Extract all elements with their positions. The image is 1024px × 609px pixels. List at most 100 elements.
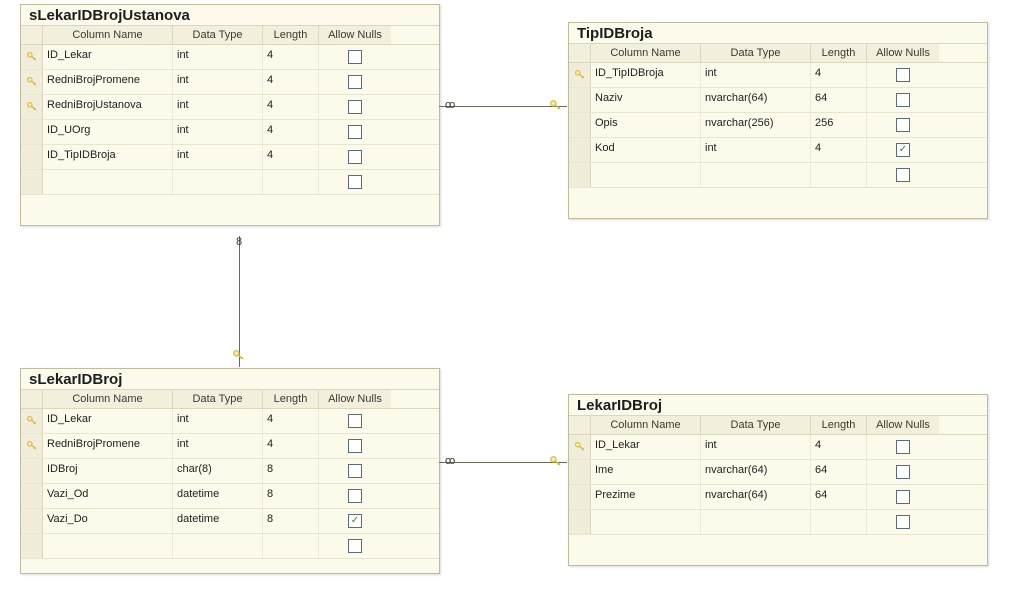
table-title: sLekarIDBroj bbox=[21, 369, 439, 390]
allow-nulls-checkbox[interactable] bbox=[896, 440, 910, 454]
table-row[interactable]: ID_TipIDBrojaint4 bbox=[569, 63, 987, 88]
allow-nulls-checkbox[interactable] bbox=[896, 118, 910, 132]
table-header-row: Column NameData TypeLengthAllow Nulls bbox=[21, 26, 439, 45]
table-row[interactable]: Vazi_Dodatetime8✓ bbox=[21, 509, 439, 534]
column-name-cell: Vazi_Do bbox=[43, 509, 173, 533]
allow-nulls-cell[interactable] bbox=[319, 484, 391, 508]
column-header-key[interactable] bbox=[569, 416, 591, 434]
table-row[interactable] bbox=[21, 170, 439, 195]
allow-nulls-checkbox[interactable] bbox=[348, 75, 362, 89]
table-row[interactable]: ID_Lekarint4 bbox=[21, 409, 439, 434]
column-header-nulls[interactable]: Allow Nulls bbox=[319, 390, 391, 408]
table-row[interactable]: ID_Lekarint4 bbox=[21, 45, 439, 70]
allow-nulls-checkbox[interactable] bbox=[348, 489, 362, 503]
length-cell: 64 bbox=[811, 485, 867, 509]
table-row[interactable]: ID_Lekarint4 bbox=[569, 435, 987, 460]
allow-nulls-cell[interactable] bbox=[867, 163, 939, 187]
pk-key-icon bbox=[21, 70, 43, 94]
table-header-row: Column NameData TypeLengthAllow Nulls bbox=[569, 416, 987, 435]
column-header-nulls[interactable]: Allow Nulls bbox=[319, 26, 391, 44]
table-row[interactable] bbox=[21, 534, 439, 559]
column-header-type[interactable]: Data Type bbox=[173, 26, 263, 44]
allow-nulls-cell[interactable] bbox=[867, 88, 939, 112]
allow-nulls-cell[interactable] bbox=[867, 485, 939, 509]
table-row[interactable]: IDBrojchar(8)8 bbox=[21, 459, 439, 484]
column-header-key[interactable] bbox=[569, 44, 591, 62]
allow-nulls-checkbox[interactable] bbox=[896, 93, 910, 107]
data-type-cell: int bbox=[701, 435, 811, 459]
table-row[interactable]: Nazivnvarchar(64)64 bbox=[569, 88, 987, 113]
table-row[interactable]: RedniBrojPromeneint4 bbox=[21, 70, 439, 95]
allow-nulls-checkbox[interactable] bbox=[896, 490, 910, 504]
table-row[interactable]: Kodint4✓ bbox=[569, 138, 987, 163]
allow-nulls-checkbox[interactable] bbox=[348, 125, 362, 139]
allow-nulls-checkbox[interactable] bbox=[348, 175, 362, 189]
allow-nulls-checkbox[interactable] bbox=[348, 464, 362, 478]
column-header-type[interactable]: Data Type bbox=[701, 44, 811, 62]
allow-nulls-cell[interactable] bbox=[867, 435, 939, 459]
infinity-end-icon: oo bbox=[445, 455, 453, 467]
allow-nulls-checkbox[interactable] bbox=[348, 50, 362, 64]
allow-nulls-cell[interactable] bbox=[319, 95, 391, 119]
table-row[interactable]: Opisnvarchar(256)256 bbox=[569, 113, 987, 138]
allow-nulls-cell[interactable]: ✓ bbox=[867, 138, 939, 162]
column-header-nulls[interactable]: Allow Nulls bbox=[867, 416, 939, 434]
column-header-length[interactable]: Length bbox=[263, 390, 319, 408]
data-type-cell: nvarchar(64) bbox=[701, 485, 811, 509]
column-name-cell: Kod bbox=[591, 138, 701, 162]
table-row[interactable]: Imenvarchar(64)64 bbox=[569, 460, 987, 485]
allow-nulls-cell[interactable] bbox=[319, 120, 391, 144]
allow-nulls-checkbox[interactable] bbox=[348, 539, 362, 553]
column-header-nulls[interactable]: Allow Nulls bbox=[867, 44, 939, 62]
data-type-cell: int bbox=[173, 145, 263, 169]
length-cell bbox=[263, 534, 319, 558]
table-row[interactable]: RedniBrojUstanovaint4 bbox=[21, 95, 439, 120]
allow-nulls-cell[interactable] bbox=[867, 460, 939, 484]
table-row[interactable] bbox=[569, 163, 987, 188]
column-header-name[interactable]: Column Name bbox=[591, 44, 701, 62]
allow-nulls-cell[interactable] bbox=[319, 45, 391, 69]
allow-nulls-cell[interactable] bbox=[319, 409, 391, 433]
allow-nulls-cell[interactable] bbox=[867, 113, 939, 137]
allow-nulls-cell[interactable] bbox=[867, 63, 939, 87]
column-header-name[interactable]: Column Name bbox=[591, 416, 701, 434]
allow-nulls-cell[interactable] bbox=[319, 145, 391, 169]
allow-nulls-checkbox[interactable]: ✓ bbox=[348, 514, 362, 528]
column-header-type[interactable]: Data Type bbox=[173, 390, 263, 408]
column-header-type[interactable]: Data Type bbox=[701, 416, 811, 434]
table-row[interactable]: RedniBrojPromeneint4 bbox=[21, 434, 439, 459]
pk-key-icon bbox=[569, 435, 591, 459]
allow-nulls-checkbox[interactable] bbox=[348, 100, 362, 114]
allow-nulls-cell[interactable]: ✓ bbox=[319, 509, 391, 533]
column-name-cell bbox=[591, 510, 701, 534]
table-row[interactable]: ID_TipIDBrojaint4 bbox=[21, 145, 439, 170]
allow-nulls-cell[interactable] bbox=[319, 70, 391, 94]
allow-nulls-checkbox[interactable] bbox=[896, 68, 910, 82]
column-header-key[interactable] bbox=[21, 26, 43, 44]
column-header-length[interactable]: Length bbox=[263, 26, 319, 44]
table-row[interactable] bbox=[569, 510, 987, 535]
allow-nulls-checkbox[interactable] bbox=[896, 168, 910, 182]
allow-nulls-cell[interactable] bbox=[319, 434, 391, 458]
column-header-name[interactable]: Column Name bbox=[43, 390, 173, 408]
allow-nulls-checkbox[interactable] bbox=[348, 414, 362, 428]
allow-nulls-checkbox[interactable] bbox=[348, 439, 362, 453]
row-selector bbox=[21, 145, 43, 169]
allow-nulls-checkbox[interactable] bbox=[896, 465, 910, 479]
allow-nulls-checkbox[interactable] bbox=[348, 150, 362, 164]
allow-nulls-cell[interactable] bbox=[867, 510, 939, 534]
allow-nulls-cell[interactable] bbox=[319, 459, 391, 483]
allow-nulls-cell[interactable] bbox=[319, 534, 391, 558]
allow-nulls-checkbox[interactable]: ✓ bbox=[896, 143, 910, 157]
infinity-end-icon: 8 bbox=[236, 236, 240, 248]
table-row[interactable]: Prezimenvarchar(64)64 bbox=[569, 485, 987, 510]
column-header-key[interactable] bbox=[21, 390, 43, 408]
allow-nulls-cell[interactable] bbox=[319, 170, 391, 194]
column-header-length[interactable]: Length bbox=[811, 416, 867, 434]
column-header-name[interactable]: Column Name bbox=[43, 26, 173, 44]
column-header-length[interactable]: Length bbox=[811, 44, 867, 62]
table-row[interactable]: Vazi_Oddatetime8 bbox=[21, 484, 439, 509]
allow-nulls-checkbox[interactable] bbox=[896, 515, 910, 529]
table-row[interactable]: ID_UOrgint4 bbox=[21, 120, 439, 145]
infinity-end-icon: oo bbox=[445, 99, 453, 111]
